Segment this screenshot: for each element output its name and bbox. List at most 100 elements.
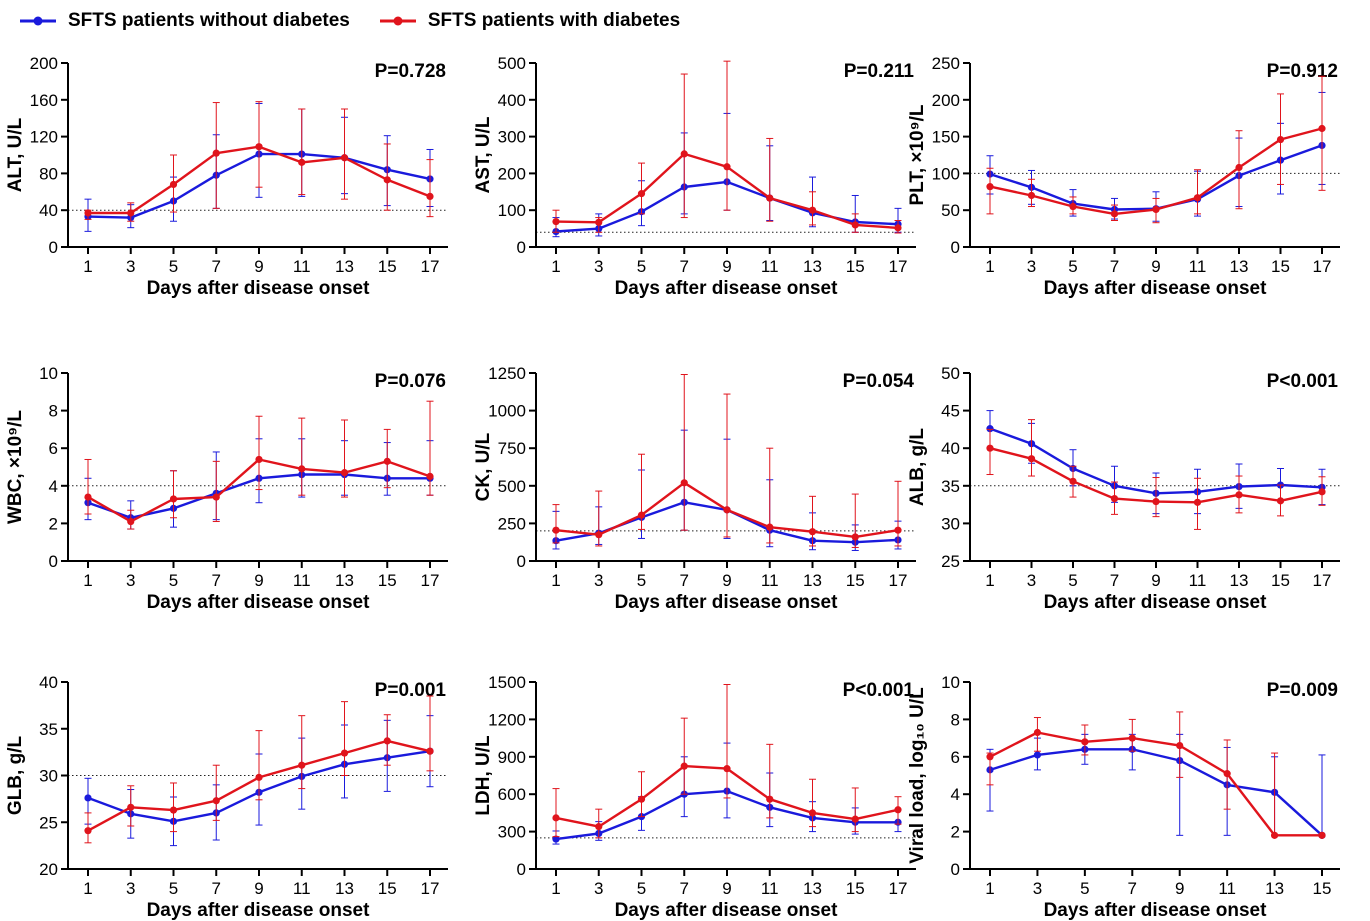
- data-point: [212, 149, 220, 157]
- data-point: [986, 444, 994, 452]
- y-tick-label: 8: [49, 402, 58, 421]
- data-point: [212, 797, 220, 805]
- x-tick-label: 3: [1027, 257, 1036, 276]
- data-point: [894, 526, 902, 534]
- x-tick-label: 9: [254, 571, 263, 590]
- y-tick-label: 600: [498, 785, 526, 804]
- data-point: [1193, 498, 1202, 506]
- x-tick-label: 7: [680, 257, 689, 276]
- y-tick-label: 30: [941, 514, 960, 533]
- x-tick-label: 5: [169, 571, 178, 590]
- x-tick-label: 7: [1128, 879, 1137, 898]
- data-point: [169, 495, 178, 503]
- p-value: P=0.009: [1267, 680, 1338, 701]
- x-axis-label: Days after disease onset: [615, 278, 839, 299]
- x-tick-label: 9: [722, 257, 731, 276]
- y-tick-label: 35: [39, 720, 58, 739]
- x-tick-label: 9: [1151, 571, 1160, 590]
- x-tick-label: 9: [1175, 879, 1184, 898]
- data-point: [595, 823, 603, 831]
- y-tick-label: 40: [941, 439, 960, 458]
- x-tick-label: 15: [1271, 257, 1290, 276]
- x-tick-label: 9: [254, 257, 263, 276]
- y-axis-label: AST, U/L: [473, 116, 494, 193]
- y-tick-label: 1200: [488, 710, 526, 729]
- x-tick-label: 9: [722, 879, 731, 898]
- y-tick-label: 0: [49, 238, 58, 257]
- y-tick-label: 160: [30, 91, 58, 110]
- y-tick-label: 40: [39, 673, 58, 692]
- data-point: [169, 806, 178, 814]
- data-point: [127, 209, 135, 217]
- data-point: [426, 192, 434, 200]
- series-with-diabetes: [552, 374, 902, 548]
- series-with-diabetes: [986, 711, 1326, 839]
- data-point: [1027, 191, 1036, 200]
- data-point: [1128, 734, 1136, 742]
- series-with-diabetes: [552, 683, 902, 839]
- series-with-diabetes: [552, 60, 902, 234]
- y-tick-label: 20: [39, 860, 58, 879]
- x-tick-label: 1: [83, 879, 92, 898]
- data-point: [986, 183, 994, 191]
- y-axis-label: ALB, g/L: [907, 428, 928, 506]
- x-tick-label: 15: [846, 879, 865, 898]
- data-point: [766, 523, 774, 531]
- series-with-diabetes: [986, 75, 1326, 224]
- x-tick-label: 7: [212, 879, 221, 898]
- x-tick-label: 17: [1313, 257, 1332, 276]
- x-tick-label: 11: [761, 571, 779, 590]
- data-point: [1033, 728, 1042, 737]
- x-tick-label: 15: [846, 257, 865, 276]
- data-point: [127, 803, 135, 811]
- data-point: [808, 528, 817, 536]
- data-point: [212, 493, 220, 501]
- data-point: [383, 457, 391, 465]
- y-tick-label: 0: [517, 860, 526, 879]
- x-tick-label: 9: [722, 571, 731, 590]
- x-tick-label: 13: [803, 257, 822, 276]
- data-point: [383, 737, 391, 745]
- x-tick-label: 3: [126, 879, 135, 898]
- x-tick-label: 13: [803, 571, 822, 590]
- y-tick-label: 250: [498, 514, 526, 533]
- y-tick-label: 80: [39, 164, 58, 183]
- p-value: P=0.912: [1267, 61, 1338, 82]
- y-axis-label: CK, U/L: [473, 432, 494, 501]
- x-tick-label: 3: [594, 571, 603, 590]
- y-tick-label: 100: [498, 201, 526, 220]
- data-point: [808, 206, 817, 214]
- x-tick-label: 5: [1068, 571, 1077, 590]
- x-tick-label: 11: [761, 257, 779, 276]
- x-tick-label: 17: [889, 571, 908, 590]
- y-tick-label: 0: [49, 552, 58, 571]
- data-point: [1270, 831, 1279, 839]
- y-tick-label: 0: [517, 238, 526, 257]
- legend-label-with-diabetes: SFTS patients with diabetes: [427, 10, 681, 31]
- data-point: [1318, 488, 1326, 496]
- x-axis-label: Days after disease onset: [1044, 592, 1268, 613]
- x-axis-label: Days after disease onset: [147, 592, 371, 613]
- y-tick-label: 0: [517, 552, 526, 571]
- x-tick-label: 11: [1189, 571, 1207, 590]
- x-tick-label: 13: [1230, 257, 1249, 276]
- y-tick-label: 50: [941, 364, 960, 383]
- x-tick-label: 1: [551, 879, 560, 898]
- y-tick-label: 8: [951, 710, 960, 729]
- y-tick-label: 50: [941, 201, 960, 220]
- x-tick-label: 3: [1033, 879, 1042, 898]
- data-point: [84, 493, 92, 501]
- p-value: P=0.054: [843, 371, 915, 392]
- data-point: [723, 506, 731, 514]
- x-tick-label: 15: [378, 879, 397, 898]
- x-tick-label: 3: [594, 879, 603, 898]
- data-point: [723, 765, 731, 773]
- data-point: [1152, 205, 1160, 214]
- data-point: [1276, 135, 1285, 144]
